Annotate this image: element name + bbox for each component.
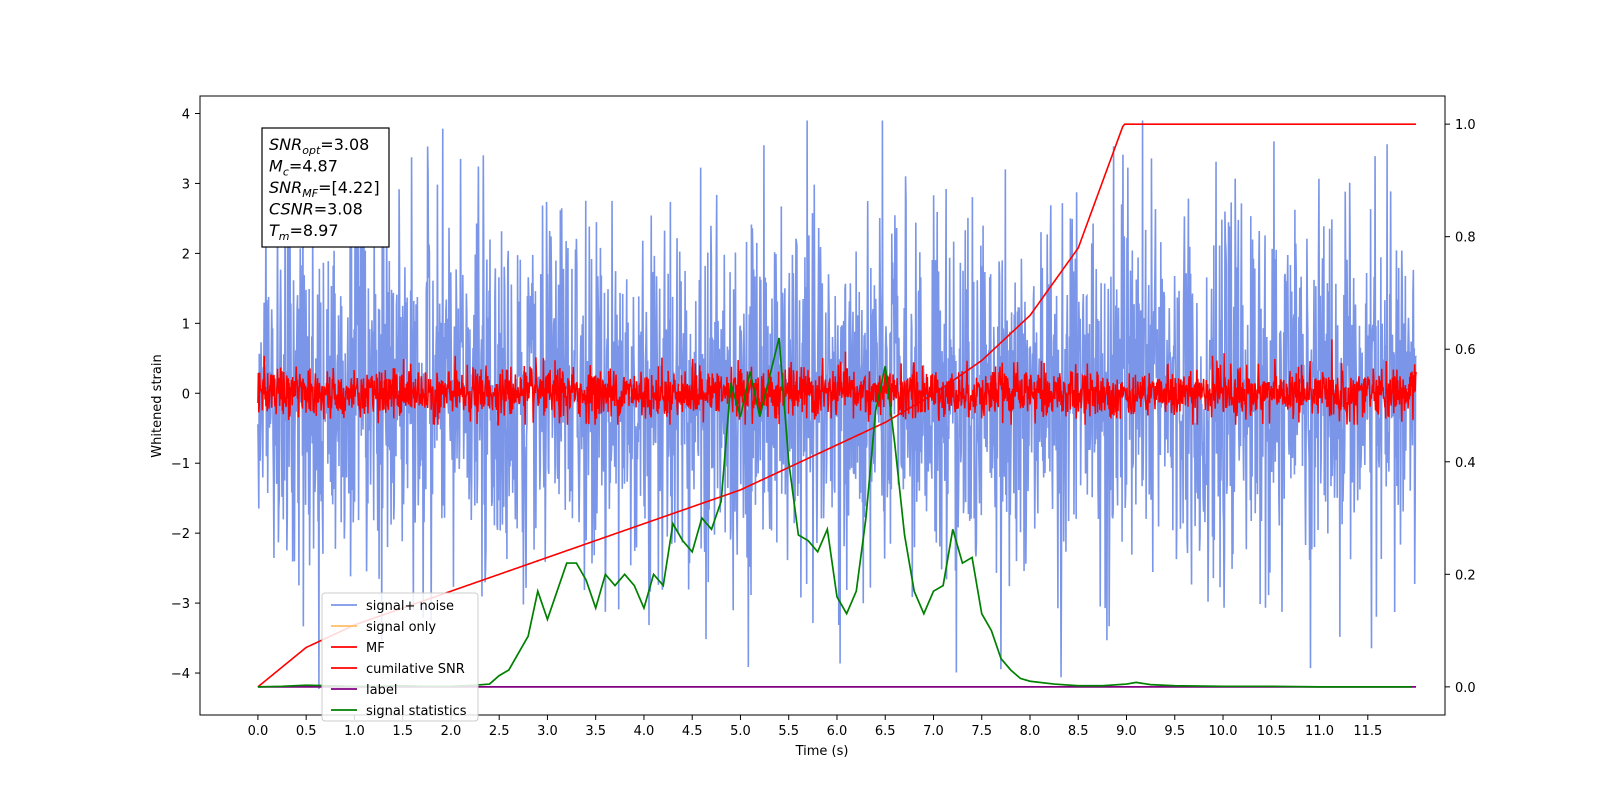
y2-tick-label: 1.0 bbox=[1455, 118, 1476, 133]
x-tick-label: 2.0 bbox=[441, 724, 462, 739]
x-tick-label: 6.0 bbox=[827, 724, 848, 739]
x-tick-label: 1.0 bbox=[344, 724, 365, 739]
y2-tick-label: 0.4 bbox=[1455, 456, 1476, 471]
x-tick-label: 11.5 bbox=[1353, 724, 1382, 739]
info-box-line: SNRMF=[4.22] bbox=[269, 178, 380, 200]
x-tick-label: 3.0 bbox=[537, 724, 558, 739]
x-tick-label: 8.0 bbox=[1020, 724, 1041, 739]
legend-entry: label bbox=[366, 683, 397, 698]
x-tick-label: 0.5 bbox=[296, 724, 317, 739]
y-tick-label: 2 bbox=[182, 247, 190, 262]
x-tick-label: 1.5 bbox=[392, 724, 413, 739]
y2-tick-label: 0.2 bbox=[1455, 568, 1476, 583]
y-tick-label: −3 bbox=[171, 597, 190, 612]
legend-frame bbox=[321, 592, 479, 722]
legend-entry: signal only bbox=[366, 620, 436, 635]
series-line-signal-noise bbox=[257, 120, 1417, 689]
x-tick-label: 2.5 bbox=[489, 724, 510, 739]
x-tick-label: 6.5 bbox=[875, 724, 896, 739]
series-line-cumilative-snr bbox=[257, 123, 1417, 688]
x-tick-label: 10.5 bbox=[1257, 724, 1286, 739]
y-axis-left: 4 3 2 1 0 −1 −2 −3 −4 bbox=[171, 107, 200, 682]
y2-tick-label: 0.6 bbox=[1455, 343, 1476, 358]
y-tick-label: 3 bbox=[182, 177, 190, 192]
x-tick-label: 7.5 bbox=[971, 724, 992, 739]
info-box-line: Mc=4.87 bbox=[269, 157, 338, 179]
x-tick-label: 8.5 bbox=[1068, 724, 1089, 739]
info-box-line: Tm=8.97 bbox=[269, 221, 339, 243]
x-axis-label: Time (s) bbox=[795, 744, 849, 759]
plot-frame bbox=[199, 95, 1446, 716]
x-tick-label: 0.0 bbox=[248, 724, 269, 739]
y-tick-label: 0 bbox=[182, 387, 190, 402]
y2-tick-label: 0.8 bbox=[1455, 231, 1476, 246]
legend-entry: MF bbox=[366, 641, 385, 656]
y-tick-label: −2 bbox=[171, 527, 190, 542]
x-tick-label: 5.0 bbox=[730, 724, 751, 739]
legend-entry: cumilative SNR bbox=[366, 662, 465, 677]
x-tick-label: 3.5 bbox=[585, 724, 606, 739]
info-box-frame bbox=[261, 127, 390, 248]
legend-entry: signal+ noise bbox=[366, 599, 454, 614]
x-tick-label: 11.0 bbox=[1305, 724, 1334, 739]
x-tick-label: 9.5 bbox=[1164, 724, 1185, 739]
info-box-line: SNRopt=3.08 bbox=[269, 135, 369, 157]
series-line-signal-statistics bbox=[257, 337, 1412, 688]
y-axis-right: 1.0 0.8 0.6 0.4 0.2 0.0 bbox=[1445, 118, 1476, 696]
legend: signal+ noise signal only MF cumilative SNR… bbox=[321, 592, 479, 722]
x-tick-label: 4.5 bbox=[682, 724, 703, 739]
y-tick-label: 4 bbox=[182, 107, 190, 122]
x-tick-label: 4.0 bbox=[634, 724, 655, 739]
x-tick-label: 10.0 bbox=[1209, 724, 1238, 739]
y-axis-label: Whitened strain bbox=[150, 354, 165, 457]
x-axis: 0.0 0.5 1.0 1.5 2.0 2.5 3.0 3.5 4.0 4.5 5.0 5.5 6.0 6… bbox=[248, 715, 1382, 739]
y2-tick-label: 0.0 bbox=[1455, 681, 1476, 696]
series-line-mf bbox=[257, 339, 1417, 426]
y-tick-label: −4 bbox=[171, 667, 190, 682]
info-box-line: CSNR=3.08 bbox=[269, 200, 363, 219]
x-tick-label: 9.0 bbox=[1116, 724, 1137, 739]
legend-entry: signal statistics bbox=[366, 704, 467, 719]
y-tick-label: 1 bbox=[182, 317, 190, 332]
x-tick-label: 5.5 bbox=[778, 724, 799, 739]
y-tick-label: −1 bbox=[171, 457, 190, 472]
x-tick-label: 7.0 bbox=[923, 724, 944, 739]
